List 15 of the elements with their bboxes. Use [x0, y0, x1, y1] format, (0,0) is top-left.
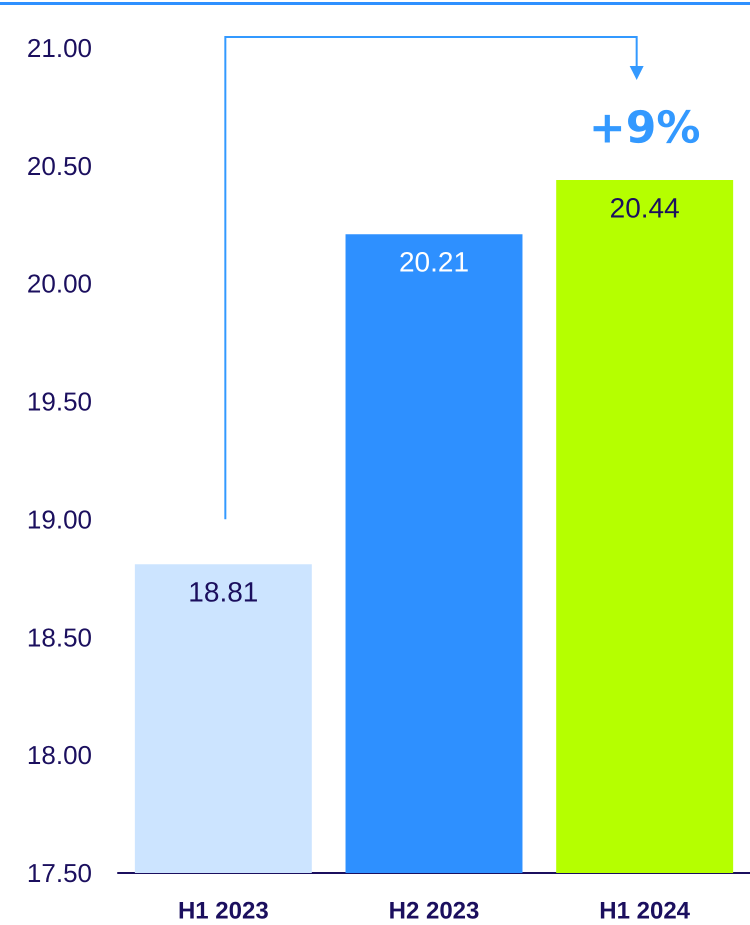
y-tick-label: 20.00	[26, 268, 92, 299]
y-tick-label: 19.50	[26, 386, 92, 417]
x-tick-label: H1 2024	[599, 898, 691, 924]
y-tick-label: 20.50	[26, 150, 92, 181]
data-label: 20.44	[610, 192, 680, 224]
y-tick-label: 18.50	[26, 622, 92, 652]
y-tick-label: 18.00	[26, 740, 92, 770]
data-label: 20.21	[398, 246, 470, 278]
x-tick-label: H1 2023	[178, 898, 269, 924]
data-label: 18.81	[188, 576, 258, 608]
y-tick-label: 17.50	[26, 858, 92, 888]
y-tick-label: 21.00	[26, 33, 92, 63]
annotation: +9%	[588, 102, 700, 154]
x-tick-label: H2 2023	[388, 898, 480, 924]
y-tick-label: 19.00	[26, 504, 92, 534]
